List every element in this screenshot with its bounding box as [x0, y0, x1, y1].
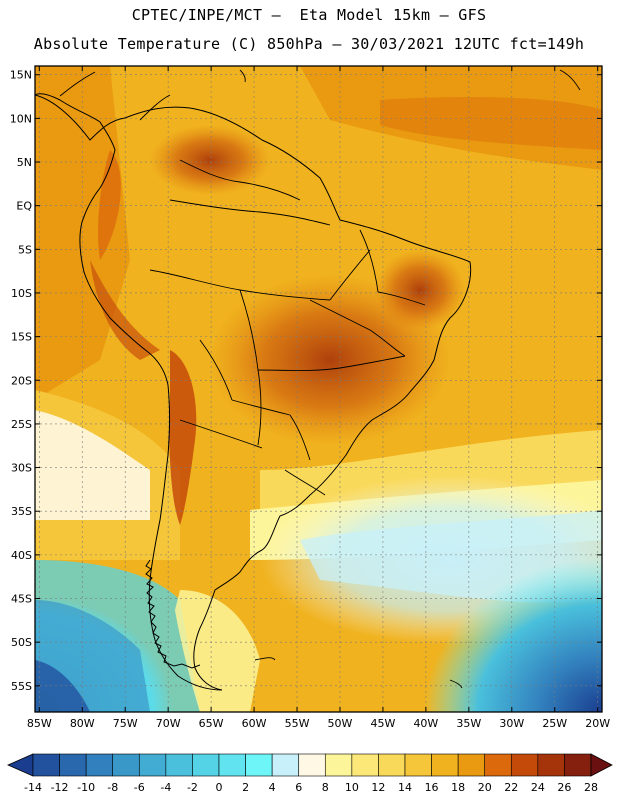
- temperature-map: 15N 10N 5N EQ 5S 10S 15S 20S 25S 30S 35S 40S 45S 50S 5…: [10, 65, 610, 730]
- colorbar-swatch: [431, 753, 459, 777]
- lon-label: 80W: [70, 717, 95, 730]
- lat-label: 45S: [11, 593, 32, 606]
- colorbar-swatch: [537, 753, 565, 777]
- chile-fjord-coast: [145, 559, 201, 669]
- lon-label: 85W: [27, 717, 52, 730]
- lon-label: 35W: [456, 717, 481, 730]
- colorbar-tick-label: -6: [134, 781, 145, 794]
- colorbar-tick-label: 20: [478, 781, 492, 794]
- colorbar-tick-label: 10: [345, 781, 359, 794]
- lon-label: 70W: [156, 717, 181, 730]
- colorbar-arrow-right: [590, 753, 613, 777]
- lat-label: 5S: [18, 243, 32, 256]
- lon-label: 50W: [328, 717, 353, 730]
- colorbar-tick-label: 12: [371, 781, 385, 794]
- colorbar-tick-label: 6: [295, 781, 302, 794]
- colorbar-tick-label: 4: [269, 781, 276, 794]
- colorbar-tick-label: 8: [322, 781, 329, 794]
- lon-label: 60W: [242, 717, 267, 730]
- colorbar-swatch: [59, 753, 87, 777]
- lat-label: 40S: [11, 549, 32, 562]
- lat-label: 20S: [11, 374, 32, 387]
- colorbar-tick-label: -4: [160, 781, 171, 794]
- colorbar-swatch: [85, 753, 114, 777]
- chart-title: CPTEC/INPE/MCT – Eta Model 15km – GFS: [131, 6, 487, 24]
- colorbar-swatch: [218, 753, 246, 777]
- lon-label: 55W: [285, 717, 310, 730]
- colorbar-swatch: [351, 753, 379, 777]
- colorbar-tick-label: 16: [425, 781, 439, 794]
- colorbar-swatch: [165, 753, 193, 777]
- colorbar-tick-labels: -14 -12 -10 -8 -6 -4 -2 0 2 4 6 8 10 12 14 16 18 20 22 24 26…: [24, 781, 598, 794]
- map-frame: [34, 65, 603, 713]
- colorbar-swatch: [112, 753, 140, 777]
- lat-label: 10N: [10, 112, 32, 125]
- lat-label: 55S: [11, 680, 32, 693]
- colorbar-swatch: [271, 753, 300, 777]
- lat-label: EQ: [16, 200, 32, 213]
- colorbar-swatch: [32, 753, 60, 777]
- lat-label: 10S: [11, 287, 32, 300]
- colorbar-tick-label: 26: [557, 781, 571, 794]
- colorbar-swatch: [564, 753, 592, 777]
- latitude-labels: 15N 10N 5N EQ 5S 10S 15S 20S 25S 30S 35S 40S 45S 50S 5…: [10, 69, 33, 693]
- colorbar-swatch: [484, 753, 512, 777]
- colorbar-tick-label: 28: [584, 781, 598, 794]
- colorbar-swatch: [510, 753, 539, 777]
- colorbar-swatch: [298, 753, 326, 777]
- lat-label: 25S: [11, 418, 32, 431]
- colorbar-swatch: [378, 753, 406, 777]
- colorbar-tick-label: -12: [51, 781, 69, 794]
- colorbar-swatch: [457, 753, 486, 777]
- lon-label: 65W: [199, 717, 224, 730]
- colorbar-tick-label: 14: [398, 781, 412, 794]
- colorbar-swatch: [138, 753, 167, 777]
- chart-subtitle: Absolute Temperature (C) 850hPa – 30/03/…: [33, 35, 585, 53]
- lat-label: 35S: [11, 505, 32, 518]
- colorbar-tick-label: -8: [107, 781, 118, 794]
- colorbar-tick-label: -14: [24, 781, 42, 794]
- colorbar-tick-label: -2: [187, 781, 198, 794]
- colorbar-tick-label: -10: [77, 781, 95, 794]
- colorbar-swatches: [7, 753, 613, 777]
- lat-label: 15S: [11, 331, 32, 344]
- lat-label: 15N: [10, 69, 32, 82]
- temperature-field: [35, 66, 602, 712]
- lon-label: 45W: [370, 717, 395, 730]
- lat-label: 50S: [11, 636, 32, 649]
- colorbar-tick-label: 0: [216, 781, 223, 794]
- colorbar-swatch: [404, 753, 432, 777]
- colorbar: -14 -12 -10 -8 -6 -4 -2 0 2 4 6 8 10 12 14 16 18 20 22 24 26…: [7, 753, 613, 794]
- colorbar-tick-label: 24: [531, 781, 545, 794]
- lon-label: 30W: [499, 717, 524, 730]
- longitude-labels: 85W 80W 75W 70W 65W 60W 55W 50W 45W 40W 35W 30W 25W 2…: [27, 717, 610, 730]
- colorbar-swatch: [324, 753, 353, 777]
- coastlines-borders: [35, 69, 581, 691]
- axis-ticks: [35, 66, 602, 712]
- lon-label: 25W: [542, 717, 567, 730]
- colorbar-tick-label: 18: [451, 781, 465, 794]
- lon-label: 40W: [413, 717, 438, 730]
- lat-label: 5N: [17, 156, 32, 169]
- lon-label: 75W: [113, 717, 138, 730]
- colorbar-swatch: [192, 753, 220, 777]
- colorbar-swatch: [245, 753, 273, 777]
- colorbar-tick-label: 2: [242, 781, 249, 794]
- colorbar-tick-label: 22: [504, 781, 518, 794]
- lat-label: 30S: [11, 462, 32, 475]
- lon-label: 20W: [585, 717, 610, 730]
- colorbar-arrow-left: [7, 753, 34, 777]
